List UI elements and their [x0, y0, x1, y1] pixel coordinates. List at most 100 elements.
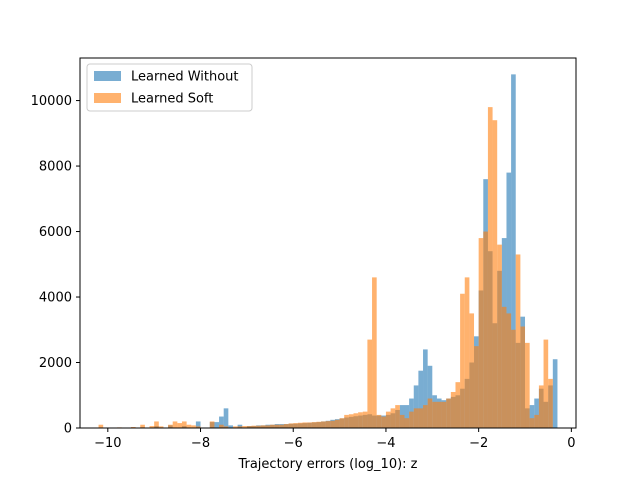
y-axis: 0 2000 4000 6000 8000 10000: [31, 94, 80, 437]
histogram-bar: [214, 422, 220, 428]
histogram-bar: [195, 421, 201, 428]
histogram-bar: [506, 313, 512, 428]
histogram-bar: [432, 401, 437, 428]
histogram-bar: [140, 424, 145, 428]
histogram-bar: [395, 405, 400, 428]
histogram-bar: [501, 306, 507, 428]
histogram-bar: [409, 411, 414, 428]
histogram-bar: [195, 426, 201, 428]
plot-frame: [79, 57, 577, 429]
histogram-bar: [455, 382, 461, 428]
histogram-bar: [237, 426, 243, 428]
histogram-bar: [358, 412, 363, 428]
histogram-bar: [219, 416, 224, 428]
histogram-bar: [413, 408, 419, 428]
x-tick-label: −8: [191, 436, 210, 451]
histogram-bar: [506, 172, 512, 428]
histogram-bar: [316, 421, 322, 428]
y-tick-label: 10000: [31, 94, 72, 109]
histogram-bar: [177, 423, 182, 428]
histogram-bar: [552, 359, 558, 428]
x-axis-label: Trajectory errors (log_10): z: [237, 457, 417, 472]
histogram-bar: [172, 421, 178, 428]
histogram-bar: [242, 426, 247, 428]
histogram-bar: [497, 244, 502, 428]
histogram-bar: [334, 419, 340, 428]
histogram-bar: [474, 346, 479, 428]
histogram-bar: [344, 414, 349, 428]
histogram-bar: [538, 385, 544, 428]
y-tick-label: 0: [64, 422, 72, 437]
histogram-bar: [404, 418, 410, 428]
histogram-bar: [385, 411, 391, 428]
histogram-bar: [427, 365, 433, 428]
histogram-bar: [460, 293, 465, 428]
histogram-bar: [168, 424, 173, 428]
histogram-bar: [158, 426, 164, 428]
histogram-bar: [413, 385, 419, 428]
histogram-bar: [423, 349, 428, 428]
histogram-bar: [330, 420, 335, 428]
histogram-bar: [436, 401, 442, 428]
histogram-bar: [228, 425, 233, 428]
histogram-bar: [325, 421, 331, 428]
histogram-bar: [302, 422, 308, 428]
histogram-bar: [191, 425, 196, 428]
histogram-bar: [529, 418, 535, 428]
legend-label: Learned Without: [131, 70, 239, 85]
histogram-bar: [274, 424, 280, 428]
legend-label: Learned Soft: [131, 92, 213, 107]
histogram-bar: [256, 425, 261, 428]
histogram-bar: [149, 426, 155, 428]
x-tick-label: −2: [469, 436, 488, 451]
x-tick-label: −4: [376, 436, 395, 451]
histogram-bar: [307, 422, 312, 428]
histogram-bar: [469, 313, 475, 428]
histogram-bar: [381, 416, 386, 428]
histogram-bar: [260, 425, 266, 428]
x-tick-label: −10: [94, 436, 121, 451]
histogram-bar: [520, 326, 526, 428]
histogram-bar: [297, 422, 303, 428]
histogram-bar: [348, 414, 354, 428]
histogram-bar: [427, 398, 433, 428]
y-tick-label: 4000: [39, 291, 72, 306]
x-tick-label: −6: [284, 436, 303, 451]
legend: Learned Without Learned Soft: [86, 63, 253, 112]
histogram-bar: [423, 405, 428, 428]
legend-swatch: [94, 71, 121, 81]
histogram-bar: [265, 425, 271, 428]
histogram-bar: [251, 425, 257, 428]
histogram-bar: [511, 74, 516, 429]
histogram-bar: [529, 405, 535, 428]
histogram-bar: [515, 254, 521, 428]
histogram-bar: [288, 423, 294, 428]
histogram-bar: [321, 421, 326, 428]
histogram-bar: [372, 277, 377, 428]
histogram-bar: [246, 426, 252, 428]
histogram-bar: [232, 426, 238, 428]
histogram-bar: [209, 421, 215, 428]
histogram-bar: [362, 411, 368, 428]
histogram-bar: [390, 408, 396, 428]
histogram-bar: [181, 421, 187, 428]
histogram-bar: [223, 408, 229, 428]
histogram-bar: [441, 401, 447, 428]
histogram-bar: [270, 424, 275, 428]
histogram-bar: [339, 418, 345, 428]
histogram-bar: [98, 424, 104, 428]
histogram-bar: [186, 424, 192, 428]
histogram-bar: [534, 398, 539, 428]
bars-layer: [98, 74, 558, 429]
y-tick-label: 6000: [39, 225, 72, 240]
histogram-bar: [534, 414, 539, 428]
histogram-bar: [279, 424, 284, 428]
y-tick-label: 8000: [39, 160, 72, 175]
histogram-bar: [487, 107, 493, 429]
x-axis: −10 −8 −6 −4 −2 0: [94, 428, 576, 451]
series-2-bars: [98, 107, 553, 429]
histogram-bar: [418, 408, 424, 428]
histogram-bar: [450, 391, 456, 428]
histogram-bar: [464, 277, 470, 428]
